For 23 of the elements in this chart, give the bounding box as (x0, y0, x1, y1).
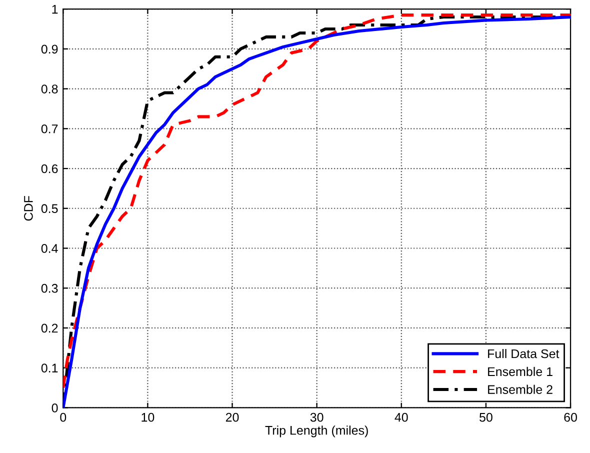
x-tick-label: 0 (60, 412, 66, 422)
x-tick-label: 50 (480, 412, 492, 422)
x-tick-label: 60 (564, 412, 577, 422)
y-tick-label: 0.5 (41, 204, 58, 214)
y-tick-label: 0 (52, 404, 58, 412)
y-tick-label: 0.9 (41, 44, 58, 54)
x-tick-label: 30 (310, 412, 324, 422)
x-tick-label: 20 (226, 412, 239, 422)
y-tick-label: 0.2 (41, 324, 58, 333)
y-tick-label: 0.4 (41, 244, 58, 253)
y-axis-title: CDF (24, 196, 33, 221)
y-tick-label: 0.3 (41, 284, 58, 293)
legend-label: Full Data Set (488, 348, 560, 358)
legend-label: Ensemble 2 (488, 384, 552, 394)
x-tick-label: 10 (142, 412, 154, 422)
x-tick-label: 40 (394, 412, 408, 422)
y-tick-label: 0.8 (41, 84, 58, 94)
x-axis-title: Trip Length (miles) (265, 426, 368, 438)
y-tick-label: 0.6 (41, 164, 58, 174)
y-tick-label: 1 (52, 4, 58, 14)
legend-label: Ensemble 1 (488, 366, 552, 376)
y-tick-label: 0.1 (41, 364, 58, 372)
y-tick-label: 0.7 (41, 124, 58, 134)
